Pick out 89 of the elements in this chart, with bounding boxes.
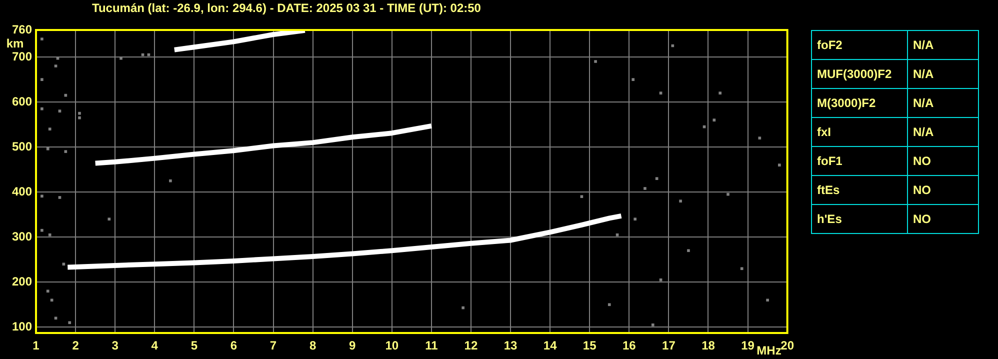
point xyxy=(644,187,646,190)
point xyxy=(778,164,781,166)
y-tick-label: 600 xyxy=(12,94,32,108)
point xyxy=(659,278,662,282)
x-tick-label: 6 xyxy=(230,338,238,353)
point xyxy=(651,323,654,326)
x-axis-title: MHz xyxy=(756,343,782,358)
x-tick-label: 16 xyxy=(622,338,636,353)
y-tick-label: 100 xyxy=(12,319,32,334)
point xyxy=(634,218,636,221)
x-tick-label: 19 xyxy=(741,338,755,353)
text: NO xyxy=(908,204,978,234)
text: M(3000)F2 xyxy=(812,88,908,118)
text: h'Es xyxy=(812,204,908,234)
point xyxy=(78,116,81,120)
text: foF1 xyxy=(812,146,908,176)
x-tick-label: 10 xyxy=(385,338,399,353)
point xyxy=(40,38,44,40)
point xyxy=(169,179,172,182)
point xyxy=(766,298,769,302)
point xyxy=(616,233,619,236)
point xyxy=(655,177,658,180)
point xyxy=(671,44,674,48)
chart-title: Tucumán (lat: -26.9, lon: 294.6) - DATE: 2025 03 31 - TIME (UT): 02:50 xyxy=(92,1,481,15)
x-tick-label: 4 xyxy=(151,338,158,353)
text: foF2 xyxy=(812,30,908,60)
point xyxy=(608,303,611,306)
y-tick-label: 400 xyxy=(12,184,32,198)
x-tick-label: 7 xyxy=(270,338,277,353)
point xyxy=(718,92,722,94)
point xyxy=(64,150,68,153)
text: NO xyxy=(908,146,978,176)
point xyxy=(758,136,762,140)
y-tick-label: 760 xyxy=(12,22,32,36)
point xyxy=(40,194,44,198)
point xyxy=(48,233,52,236)
y-tick-label: 300 xyxy=(12,229,32,244)
x-tick-label: 20 xyxy=(780,338,794,353)
y-tick-label: 500 xyxy=(12,139,32,154)
text: fxI xyxy=(812,118,908,146)
point xyxy=(580,195,584,198)
point xyxy=(687,249,690,252)
point xyxy=(64,94,68,97)
point xyxy=(54,64,58,68)
point xyxy=(40,107,44,110)
x-tick-label: 2 xyxy=(72,338,80,353)
point xyxy=(50,298,54,302)
x-tick-label: 11 xyxy=(425,338,438,353)
x-tick-label: 12 xyxy=(464,338,478,353)
point xyxy=(108,218,111,221)
point xyxy=(40,228,44,232)
x-tick-label: 9 xyxy=(349,338,356,353)
x-tick-label: 3 xyxy=(112,338,119,353)
y-tick-label: 200 xyxy=(12,274,32,288)
point xyxy=(46,147,50,150)
point xyxy=(679,200,682,202)
x-tick-label: 18 xyxy=(702,338,716,353)
point xyxy=(659,92,662,94)
text: N/A xyxy=(908,88,978,118)
point xyxy=(58,110,62,112)
y-axis-title: km xyxy=(6,36,24,50)
x-tick-label: 17 xyxy=(662,338,676,353)
point xyxy=(712,118,716,122)
point xyxy=(78,112,81,115)
x-tick-label: 15 xyxy=(582,338,597,353)
point xyxy=(632,78,635,81)
point xyxy=(68,321,72,324)
point xyxy=(594,60,597,63)
x-tick-label: 1 xyxy=(32,338,40,353)
text: N/A xyxy=(908,118,978,146)
point xyxy=(46,290,50,293)
point xyxy=(462,306,464,310)
text: N/A xyxy=(908,60,978,88)
text: N/A xyxy=(908,30,978,60)
x-tick-label: 8 xyxy=(309,338,316,353)
x-tick-label: 5 xyxy=(190,338,198,353)
point xyxy=(726,192,730,196)
x-tick-label: 14 xyxy=(543,338,558,353)
point xyxy=(740,267,744,270)
text: ftEs xyxy=(812,176,908,204)
point xyxy=(54,316,58,320)
text: MUF(3000)F2 xyxy=(812,60,908,88)
point xyxy=(48,128,52,130)
point xyxy=(40,78,44,81)
y-tick-label: 700 xyxy=(12,49,32,64)
point xyxy=(58,196,62,199)
point xyxy=(62,262,66,266)
x-tick-label: 13 xyxy=(504,338,518,353)
text: NO xyxy=(908,176,978,204)
